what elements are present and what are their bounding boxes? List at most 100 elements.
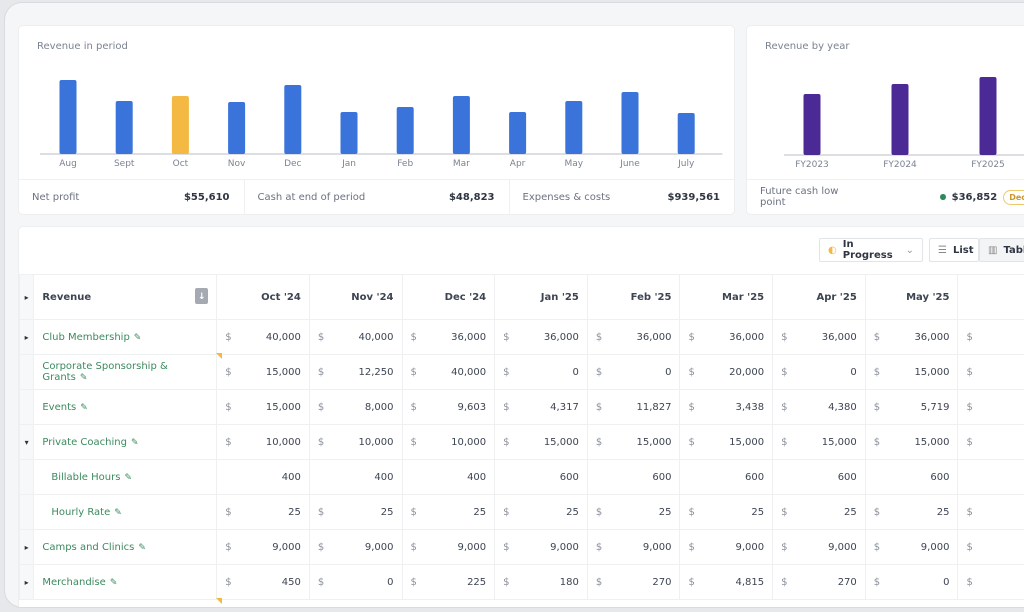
edit-icon[interactable]: ✎ — [133, 332, 142, 343]
export-file-icon[interactable]: ↓ — [195, 288, 209, 304]
value-cell[interactable]: $10,000 — [216, 424, 310, 460]
bar-fy2025[interactable] — [979, 77, 997, 155]
value-cell[interactable]: $9,000 — [401, 529, 496, 565]
comment-marker-icon[interactable] — [216, 353, 222, 359]
bar-fy2024[interactable] — [891, 84, 909, 155]
value-cell[interactable]: $25 — [586, 494, 681, 530]
value-cell[interactable]: $40,000 — [216, 319, 310, 355]
column-header[interactable]: May '25 — [864, 274, 959, 320]
value-cell[interactable]: $15,000 — [586, 424, 681, 460]
value-cell[interactable]: $15,000 — [864, 354, 959, 390]
value-cell[interactable]: $25 — [494, 494, 588, 530]
value-cell[interactable]: $11,827 — [586, 389, 681, 425]
value-cell[interactable]: $ — [957, 424, 1024, 460]
value-cell[interactable]: $9,000 — [308, 529, 403, 565]
row-label[interactable]: Hourly Rate ✎ — [33, 494, 218, 530]
bar-nov[interactable] — [228, 102, 246, 154]
value-cell[interactable] — [957, 459, 1024, 495]
value-cell[interactable]: $ — [957, 354, 1024, 390]
value-cell[interactable]: $0 — [586, 354, 681, 390]
edit-icon[interactable]: ✎ — [130, 437, 139, 448]
bar-dec[interactable] — [284, 85, 302, 154]
value-cell[interactable]: $36,000 — [864, 319, 959, 355]
value-cell[interactable]: $25 — [864, 494, 959, 530]
value-cell[interactable]: $ — [957, 319, 1024, 355]
value-cell[interactable]: $36,000 — [401, 319, 496, 355]
row-label[interactable]: Camps and Clinics ✎ — [33, 529, 218, 565]
value-cell[interactable]: 400 — [216, 459, 310, 495]
expand-all-toggle[interactable]: ▸ — [18, 274, 35, 320]
value-cell[interactable]: $0 — [864, 564, 959, 600]
value-cell[interactable]: $36,000 — [679, 319, 774, 355]
row-toggle[interactable]: ▾ — [18, 424, 35, 460]
value-cell[interactable]: $9,000 — [216, 529, 310, 565]
row-label[interactable]: Private Coaching ✎ — [33, 424, 218, 460]
edit-icon[interactable]: ✎ — [80, 402, 88, 413]
value-cell[interactable]: $9,603 — [401, 389, 496, 425]
value-cell[interactable]: $ — [957, 494, 1024, 530]
column-header[interactable]: Dec '24 — [401, 274, 496, 320]
value-cell[interactable]: $225 — [401, 564, 496, 600]
value-cell[interactable]: $ — [957, 529, 1024, 565]
value-cell[interactable]: 600 — [586, 459, 681, 495]
value-cell[interactable]: $15,000 — [772, 424, 866, 460]
value-cell[interactable]: $270 — [772, 564, 866, 600]
edit-icon[interactable]: ✎ — [124, 472, 132, 483]
row-label[interactable]: Events ✎ — [33, 389, 218, 425]
value-cell[interactable]: $15,000 — [864, 424, 959, 460]
value-cell[interactable]: $8,000 — [308, 389, 403, 425]
value-cell[interactable]: $3,438 — [679, 389, 774, 425]
value-cell[interactable]: $4,815 — [679, 564, 774, 600]
value-cell[interactable]: $36,000 — [586, 319, 681, 355]
bar-july[interactable] — [677, 113, 695, 154]
column-header[interactable]: Apr '25 — [772, 274, 866, 320]
list-view-button[interactable]: ☰ List — [929, 238, 979, 262]
column-header[interactable]: Mar '25 — [679, 274, 774, 320]
value-cell[interactable]: $15,000 — [216, 389, 310, 425]
value-cell[interactable]: $12,250 — [308, 354, 403, 390]
column-header[interactable]: Jan '25 — [494, 274, 588, 320]
value-cell[interactable]: $40,000 — [401, 354, 496, 390]
value-cell[interactable]: $10,000 — [401, 424, 496, 460]
column-header[interactable]: Feb '25 — [586, 274, 681, 320]
value-cell[interactable]: $450 — [216, 564, 310, 600]
bar-apr[interactable] — [509, 112, 527, 154]
row-toggle[interactable] — [18, 494, 35, 530]
comment-marker-icon[interactable] — [216, 598, 222, 604]
row-label[interactable]: Billable Hours ✎ — [33, 459, 218, 495]
value-cell[interactable]: $ — [957, 564, 1024, 600]
value-cell[interactable]: $36,000 — [772, 319, 866, 355]
value-cell[interactable]: $25 — [308, 494, 403, 530]
value-cell[interactable]: $9,000 — [864, 529, 959, 565]
value-cell[interactable]: $25 — [679, 494, 774, 530]
edit-icon[interactable]: ✎ — [109, 577, 118, 588]
row-toggle[interactable] — [18, 354, 35, 390]
row-toggle[interactable] — [18, 389, 35, 425]
value-cell[interactable]: 400 — [401, 459, 496, 495]
value-cell[interactable]: $25 — [772, 494, 866, 530]
bar-mar[interactable] — [452, 96, 470, 154]
row-label[interactable]: Merchandise ✎ — [33, 564, 218, 600]
bar-feb[interactable] — [396, 107, 414, 154]
value-cell[interactable]: $25 — [216, 494, 310, 530]
edit-icon[interactable]: ✎ — [79, 373, 88, 383]
row-toggle[interactable]: ▸ — [18, 529, 35, 565]
value-cell[interactable]: $9,000 — [679, 529, 774, 565]
value-cell[interactable]: $15,000 — [216, 354, 310, 390]
bar-jan[interactable] — [340, 112, 358, 154]
value-cell[interactable]: $40,000 — [308, 319, 403, 355]
bar-aug[interactable] — [59, 80, 77, 154]
value-cell[interactable]: $4,380 — [772, 389, 866, 425]
bar-sept[interactable] — [115, 101, 133, 154]
value-cell[interactable]: $9,000 — [772, 529, 866, 565]
value-cell[interactable]: 400 — [308, 459, 403, 495]
value-cell[interactable]: $ — [957, 389, 1024, 425]
edit-icon[interactable]: ✎ — [138, 542, 146, 553]
row-toggle[interactable]: ▸ — [18, 564, 35, 600]
value-cell[interactable]: 600 — [864, 459, 959, 495]
row-label[interactable]: Club Membership ✎ — [33, 319, 218, 355]
value-cell[interactable]: $10,000 — [308, 424, 403, 460]
status-dropdown[interactable]: ◐ In Progress ⌄ — [819, 238, 923, 262]
value-cell[interactable]: $5,719 — [864, 389, 959, 425]
value-cell[interactable]: $0 — [772, 354, 866, 390]
